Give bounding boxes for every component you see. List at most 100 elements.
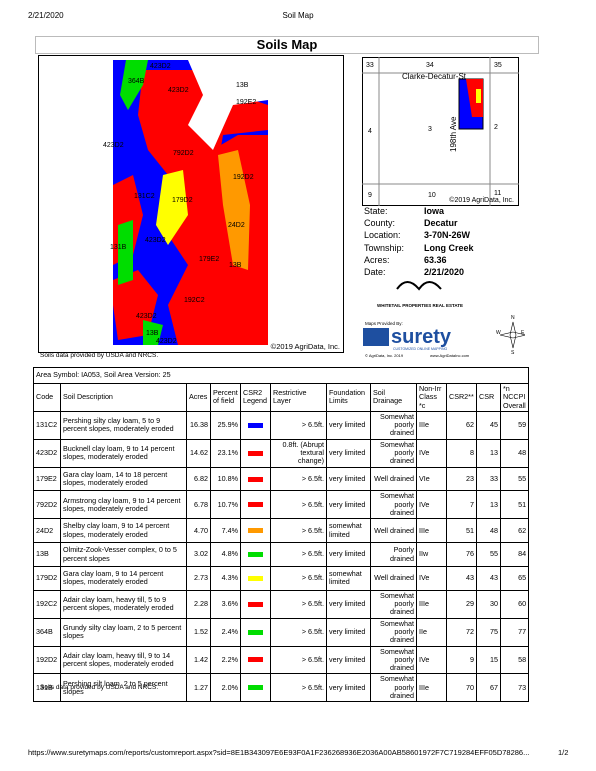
restrictive-cell: > 6.5ft.	[270, 617, 327, 647]
table-row: 364B Grundy silty clay loam, 2 to 5 perce…	[33, 617, 530, 647]
csr2-cell: 29	[446, 589, 477, 619]
foundation-cell: very limited	[326, 466, 371, 492]
header-cell: Soil Description	[60, 383, 187, 412]
csr2-cell: 62	[446, 410, 477, 440]
class-cell: IVe	[416, 438, 447, 468]
restrictive-cell: > 6.5ft.	[270, 410, 327, 440]
foundation-cell: very limited	[326, 645, 371, 675]
legend-swatch	[248, 552, 263, 558]
nccpi-cell: 58	[499, 645, 530, 675]
drainage-cell: Somewhat poorly drained	[370, 490, 417, 520]
percent-cell: 2.2%	[210, 645, 241, 675]
csr-cell: 15	[476, 645, 501, 675]
percent-cell: 7.4%	[210, 518, 241, 544]
section: 3	[428, 126, 432, 133]
drainage-cell: Somewhat poorly drained	[370, 617, 417, 647]
csr2-cell: 9	[446, 645, 477, 675]
soil-label: 192D2	[233, 174, 254, 181]
map-source: Soils data provided by USDA and NRCS.	[40, 352, 159, 359]
description-cell: Grundy silty clay loam, 2 to 5 percent s…	[60, 617, 187, 647]
section: 34	[426, 62, 434, 69]
soil-label: 423D2	[136, 313, 157, 320]
code-cell: 364B	[33, 617, 61, 647]
class-cell: IVe	[416, 565, 447, 591]
acres-cell: 1.52	[186, 617, 211, 647]
foundation-cell: very limited	[326, 617, 371, 647]
class-cell: IVe	[416, 645, 447, 675]
soil-label: 192E2	[236, 99, 256, 106]
percent-cell: 25.9%	[210, 410, 241, 440]
table-row: 792D2 Armstrong clay loam, 9 to 14 percen…	[33, 490, 530, 520]
restrictive-cell: 0.8ft. (Abrupt textural change)	[270, 438, 327, 468]
drainage-cell: Somewhat poorly drained	[370, 589, 417, 619]
csr-cell: 55	[476, 542, 501, 567]
foundation-cell: very limited	[326, 673, 371, 703]
locator-frame	[362, 57, 519, 206]
parcel-yellow	[476, 89, 481, 103]
header-cell: CSR2**	[446, 383, 477, 412]
description-cell: Shelby clay loam, 9 to 14 percent slopes…	[60, 518, 187, 544]
restrictive-cell: > 6.5ft.	[270, 490, 327, 520]
percent-cell: 23.1%	[210, 438, 241, 468]
soil-label: 13B	[236, 82, 249, 89]
soil-label: 179D2	[172, 197, 193, 204]
legend-swatch	[248, 629, 263, 635]
acres-cell: 14.62	[186, 438, 211, 468]
foundation-cell: very limited	[326, 438, 371, 468]
nccpi-cell: 60	[499, 589, 530, 619]
header-cell: Acres	[186, 383, 211, 412]
table-row: 131C2 Pershing silty clay loam, 5 to 9 pe…	[33, 410, 530, 440]
csr2-cell: 51	[446, 518, 477, 544]
description-cell: Olmitz-Zook-Vesser complex, 0 to 5 perce…	[60, 542, 187, 567]
whitetail-text: WHITETAIL PROPERTIES REAL ESTATE	[377, 303, 463, 308]
description-cell: Adair clay loam, heavy till, 5 to 9 perc…	[60, 589, 187, 619]
code-cell: 24D2	[33, 518, 61, 544]
csr-cell: 13	[476, 490, 501, 520]
legend-swatch	[248, 685, 263, 691]
info-label: State:	[364, 206, 388, 216]
soil-label: 131B	[110, 244, 127, 251]
section: 33	[366, 62, 374, 69]
table-row: 192D2 Adair clay loam, heavy till, 9 to 1…	[33, 645, 530, 675]
csr-cell: 43	[476, 565, 501, 591]
compass-s: S	[511, 350, 515, 356]
nccpi-cell: 77	[499, 617, 530, 647]
legend-swatch	[248, 502, 263, 508]
csr2-cell: 43	[446, 565, 477, 591]
restrictive-cell: > 6.5ft.	[270, 518, 327, 544]
legend-swatch	[248, 657, 263, 663]
csr2-cell: 23	[446, 466, 477, 492]
soil-label: 792D2	[173, 150, 194, 157]
nccpi-cell: 48	[499, 438, 530, 468]
code-cell: 13B	[33, 542, 61, 567]
table-row: 131B Pershing silt loam, 2 to 5 percent s…	[33, 673, 530, 703]
restrictive-cell: > 6.5ft.	[270, 542, 327, 567]
percent-cell: 4.3%	[210, 565, 241, 591]
nccpi-cell: 55	[499, 466, 530, 492]
info-label: Acres:	[364, 254, 390, 265]
title: Soils Map	[35, 36, 539, 54]
acres-cell: 16.38	[186, 410, 211, 440]
restrictive-cell: > 6.5ft.	[270, 645, 327, 675]
foundation-cell: very limited	[326, 589, 371, 619]
date: 2/21/2020	[28, 11, 64, 20]
table-row: 192C2 Adair clay loam, heavy till, 5 to 9…	[33, 589, 530, 619]
legend-cell	[240, 565, 271, 591]
surety-text: surety	[391, 326, 452, 348]
header-cell: Soil Drainage	[370, 383, 417, 412]
legend-cell	[240, 438, 271, 468]
acres-cell: 4.70	[186, 518, 211, 544]
header-cell: CSR	[476, 383, 501, 412]
soil-table: Area Symbol: IA053, Soil Area Version: 2…	[32, 367, 530, 703]
section: 11	[494, 190, 501, 197]
nccpi-cell: 59	[499, 410, 530, 440]
csr2-cell: 7	[446, 490, 477, 520]
soil-label: 423D2	[150, 63, 171, 70]
acres-cell: 6.82	[186, 466, 211, 492]
code-cell: 792D2	[33, 490, 61, 520]
csr-cell: 48	[476, 518, 501, 544]
nccpi-cell: 73	[499, 673, 530, 703]
table-caption: Area Symbol: IA053, Soil Area Version: 2…	[32, 367, 530, 384]
info-row: Township: Long Creek	[364, 242, 474, 254]
